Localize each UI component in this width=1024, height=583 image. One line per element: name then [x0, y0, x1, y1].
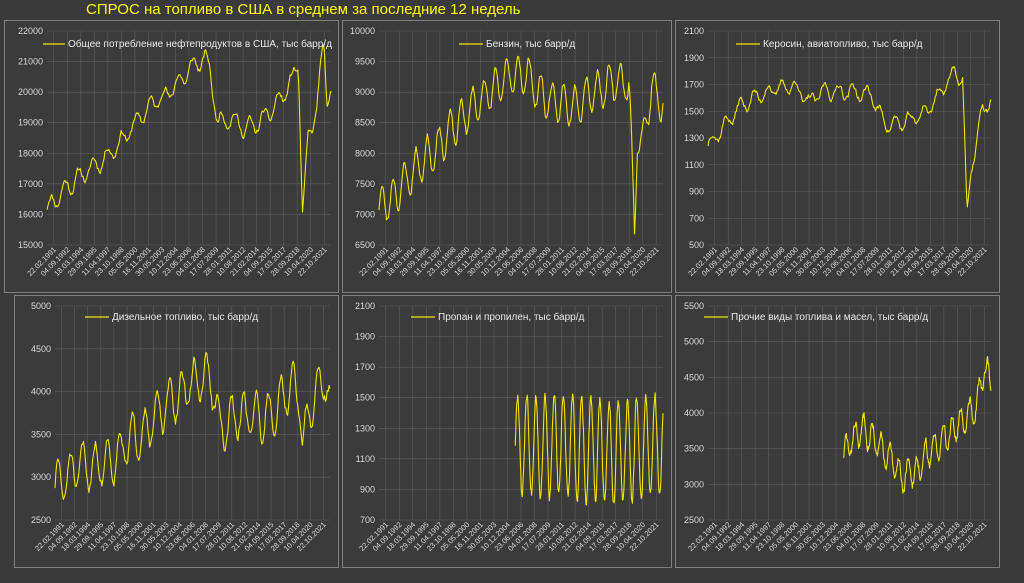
- y-tick-label: 10000: [350, 26, 375, 36]
- y-tick-label: 1900: [355, 332, 375, 342]
- legend-label: Керосин, авиатопливо, тыс барр/д: [763, 38, 923, 50]
- y-tick-label: 17000: [18, 179, 43, 189]
- y-tick-label: 19000: [18, 118, 43, 128]
- y-tick-label: 1900: [684, 53, 704, 63]
- chart-panel-diesel: 2500 3000 3500 4000 4500 5000 22.02.1991 04.09.…: [14, 295, 339, 568]
- chart-legend: Общее потребление нефтепродуктов в США, …: [43, 38, 332, 50]
- y-tick-label: 9000: [355, 87, 375, 97]
- y-tick-label: 900: [360, 484, 375, 494]
- y-tick-label: 2500: [31, 515, 51, 525]
- series-line-gasoline: [378, 55, 664, 235]
- y-tick-label: 8500: [355, 118, 375, 128]
- y-tick-label: 700: [360, 515, 375, 525]
- gridlines: 15000 16000 17000 18000 19000 20000 21000 22000…: [18, 26, 331, 278]
- y-tick-label: 4500: [31, 344, 51, 354]
- chart-panel-other: 2500 3000 3500 4000 4500 5000 5500 22.02.1991 04…: [675, 295, 1000, 568]
- y-tick-label: 5000: [31, 301, 51, 311]
- y-tick-label: 2100: [355, 301, 375, 311]
- series-line-propane: [514, 392, 664, 506]
- chart-legend: Прочие виды топлива и масел, тыс барр/д: [704, 311, 928, 323]
- y-tick-label: 20000: [18, 87, 43, 97]
- y-tick-label: 1300: [355, 423, 375, 433]
- y-tick-label: 4000: [684, 408, 704, 418]
- series-line-jet: [707, 65, 992, 208]
- y-tick-label: 5000: [684, 337, 704, 347]
- chart-total-svg: 15000 16000 17000 18000 19000 20000 21000 22000…: [18, 26, 332, 278]
- series-line-diesel: [54, 352, 331, 500]
- chart-panel-total: 15000 16000 17000 18000 19000 20000 21000 22000…: [4, 20, 339, 293]
- y-tick-label: 7000: [355, 209, 375, 219]
- gridlines: 50070090011001300150017001900210022.02.1…: [684, 26, 991, 278]
- y-tick-label: 22000: [18, 26, 43, 36]
- y-tick-label: 4500: [684, 372, 704, 382]
- legend-label: Дизельное топливо, тыс барр/д: [112, 311, 258, 323]
- legend-label: Общее потребление нефтепродуктов в США, …: [68, 38, 332, 50]
- y-tick-label: 1700: [684, 80, 704, 90]
- y-tick-label: 8000: [355, 148, 375, 158]
- y-tick-label: 16000: [18, 209, 43, 219]
- page-title: СПРОС на топливо в США в среднем за посл…: [86, 1, 521, 18]
- y-tick-label: 1500: [684, 106, 704, 116]
- y-tick-label: 500: [689, 240, 704, 250]
- y-tick-label: 3500: [684, 444, 704, 454]
- y-tick-label: 1100: [356, 454, 375, 464]
- chart-legend: Керосин, авиатопливо, тыс барр/д: [736, 38, 923, 50]
- chart-jet-svg: 50070090011001300150017001900210022.02.1…: [684, 26, 992, 278]
- chart-gasoline-svg: 65007000750080008500900095001000022.02.1…: [350, 26, 664, 278]
- series-line-other: [843, 355, 992, 494]
- y-tick-label: 2100: [684, 26, 704, 36]
- chart-propane-svg: 70090011001300150017001900210022.02.1991…: [355, 301, 664, 553]
- chart-panel-propane: 700 900 1100 1300 1500 1700 1900 2100 22.02.1991…: [342, 295, 672, 568]
- y-tick-label: 3000: [684, 479, 704, 489]
- y-tick-label: 21000: [18, 57, 43, 67]
- y-tick-label: 700: [689, 213, 704, 223]
- y-tick-label: 6500: [355, 240, 375, 250]
- y-tick-label: 4000: [31, 387, 51, 397]
- legend-label: Пропан и пропилен, тыс барр/д: [438, 311, 584, 323]
- y-tick-label: 1100: [685, 160, 704, 170]
- series-line-total: [46, 44, 332, 213]
- y-tick-label: 1300: [684, 133, 704, 143]
- y-tick-label: 3500: [31, 429, 51, 439]
- legend-label: Прочие виды топлива и масел, тыс барр/д: [731, 311, 928, 323]
- y-tick-label: 1700: [355, 362, 375, 372]
- y-tick-label: 900: [689, 187, 704, 197]
- y-tick-label: 9500: [355, 57, 375, 67]
- y-tick-label: 15000: [18, 240, 43, 250]
- gridlines: 25003000350040004500500022.02.199104.09.…: [31, 301, 330, 553]
- gridlines: 65007000750080008500900095001000022.02.1…: [350, 26, 663, 278]
- chart-diesel-svg: 25003000350040004500500022.02.199104.09.…: [31, 301, 331, 553]
- y-tick-label: 5500: [684, 301, 704, 311]
- chart-legend: Дизельное топливо, тыс барр/д: [85, 311, 258, 323]
- chart-other-svg: 250030003500400045005000550022.02.199104…: [684, 301, 992, 553]
- chart-panel-gasoline: 6500 7000 7500 8000 8500 9000 9500 10000 22.02.1…: [342, 20, 672, 293]
- y-tick-label: 2500: [684, 515, 704, 525]
- y-tick-label: 3000: [31, 472, 51, 482]
- y-tick-label: 1500: [355, 393, 375, 403]
- chart-panel-jet: 500 700 900 1100 1300 1500 1700 1900 2100 22.02.1…: [675, 20, 1000, 293]
- y-tick-label: 18000: [18, 148, 43, 158]
- y-tick-label: 7500: [355, 179, 375, 189]
- chart-legend: Пропан и пропилен, тыс барр/д: [411, 311, 584, 323]
- chart-legend: Бензин, тыс барр/д: [459, 38, 575, 50]
- legend-label: Бензин, тыс барр/д: [486, 38, 575, 50]
